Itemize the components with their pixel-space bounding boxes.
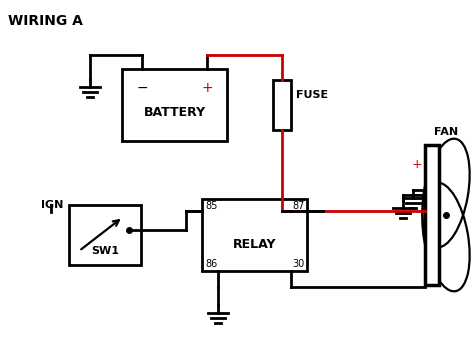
- Text: RELAY: RELAY: [233, 239, 277, 251]
- Text: WIRING A: WIRING A: [8, 14, 83, 28]
- Text: 86: 86: [206, 259, 218, 269]
- Text: BATTERY: BATTERY: [144, 106, 206, 120]
- Text: IGN: IGN: [41, 200, 64, 210]
- Text: FUSE: FUSE: [296, 90, 328, 100]
- Text: −: −: [410, 189, 420, 202]
- Text: SW1: SW1: [91, 246, 119, 256]
- Text: 87: 87: [292, 201, 304, 211]
- Text: +: +: [202, 81, 213, 95]
- Bar: [273, 80, 291, 130]
- Bar: [69, 205, 141, 265]
- Text: −: −: [137, 81, 148, 95]
- Bar: [202, 199, 308, 271]
- Text: +: +: [411, 158, 422, 171]
- Bar: [122, 69, 228, 141]
- Text: FAN: FAN: [434, 127, 458, 137]
- Text: 85: 85: [206, 201, 218, 211]
- Text: −: −: [411, 189, 422, 202]
- Text: 30: 30: [292, 259, 304, 269]
- Bar: [425, 145, 439, 285]
